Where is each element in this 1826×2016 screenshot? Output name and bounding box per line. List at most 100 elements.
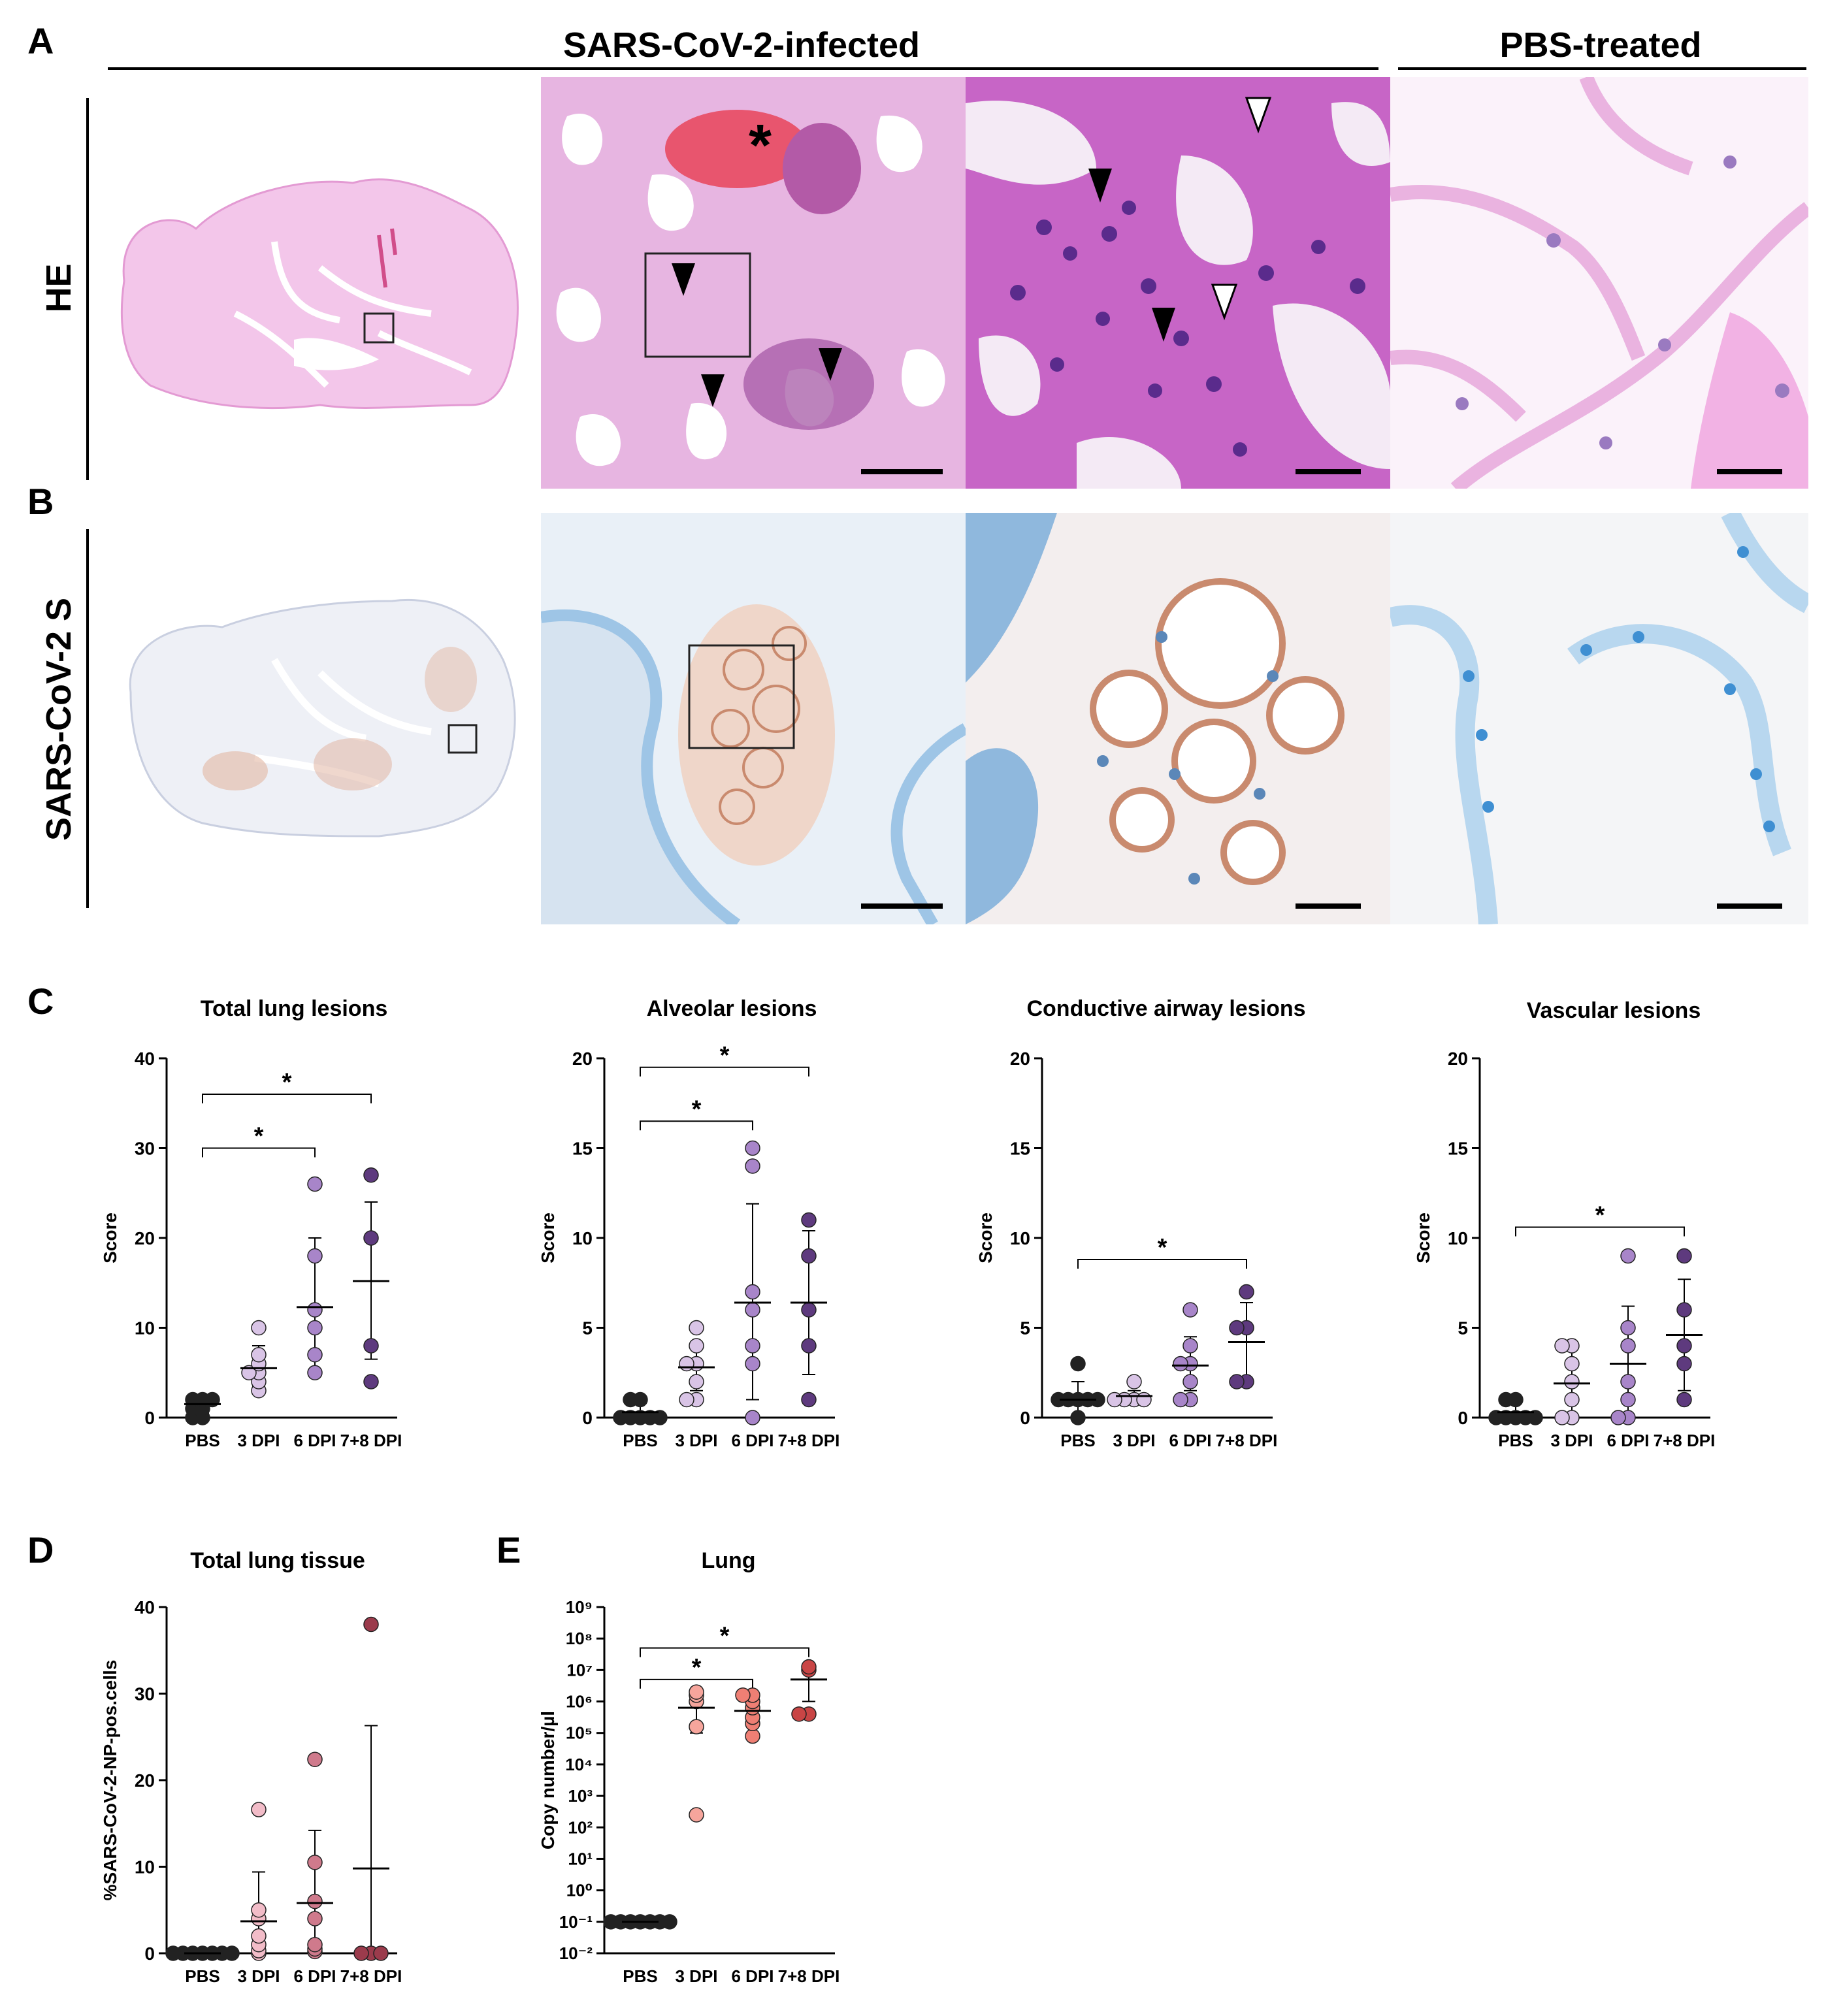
data-point xyxy=(1620,1338,1636,1354)
data-point xyxy=(745,1284,760,1300)
y-tick-label: 10⁵ xyxy=(566,1723,593,1743)
data-point xyxy=(679,1391,694,1408)
data-point xyxy=(689,1684,704,1700)
svg-text:*: * xyxy=(749,113,772,178)
data-point xyxy=(363,1230,379,1246)
panel-label-d: D xyxy=(27,1529,54,1570)
y-tick-label: 30 xyxy=(135,1139,155,1159)
x-tick-label: PBS xyxy=(185,1431,220,1450)
panel-label-b: B xyxy=(27,481,54,522)
header-infected: SARS-CoV-2-infected xyxy=(562,25,921,65)
y-axis-label: Score xyxy=(975,1212,996,1263)
significance-label: * xyxy=(692,1096,702,1123)
y-tick-label: 30 xyxy=(135,1684,155,1704)
x-tick-label: 3 DPI xyxy=(675,1966,717,1986)
data-point xyxy=(1676,1356,1692,1372)
y-tick-label: 10⁻² xyxy=(559,1943,593,1963)
data-point xyxy=(689,1338,704,1354)
y-tick-label: 5 xyxy=(582,1318,593,1339)
data-point xyxy=(689,1374,704,1390)
data-point xyxy=(1182,1338,1198,1354)
x-tick-label: 7+8 DPI xyxy=(1216,1431,1278,1450)
x-tick-label: PBS xyxy=(185,1966,220,1986)
spike-infected-medium-image xyxy=(541,513,966,924)
x-tick-label: PBS xyxy=(623,1431,657,1450)
y-tick-label: 10² xyxy=(568,1817,593,1837)
significance-label: * xyxy=(692,1654,702,1682)
significance-label: * xyxy=(282,1069,292,1096)
x-tick-label: 3 DPI xyxy=(237,1966,280,1986)
chart-vascular-lesions: 0 5 10 15 20 Score PBS 3 DPI 6 DPI 7+8 DPI * xyxy=(1413,1049,1716,1450)
x-tick-label: 6 DPI xyxy=(731,1966,774,1986)
data-point xyxy=(363,1167,379,1183)
significance-label: * xyxy=(720,1623,730,1650)
data-point xyxy=(307,1320,323,1336)
data-point xyxy=(1620,1374,1636,1390)
data-point xyxy=(801,1338,817,1354)
y-tick-label: 5 xyxy=(1458,1318,1468,1339)
data-point xyxy=(307,1347,323,1363)
x-tick-label: 6 DPI xyxy=(731,1431,774,1450)
y-tick-label: 10⁴ xyxy=(565,1755,593,1774)
data-point xyxy=(662,1914,677,1930)
data-point xyxy=(1610,1410,1626,1425)
chart-conductive-airway-lesions: 0 5 10 15 20 Score PBS 3 DPI 6 DPI 7+8 DPI * xyxy=(975,1049,1278,1450)
significance-bracket xyxy=(640,1066,809,1077)
y-tick-label: 10 xyxy=(135,1318,155,1339)
x-tick-label: 7+8 DPI xyxy=(340,1431,402,1450)
significance-bracket xyxy=(1077,1259,1247,1269)
x-tick-label: 7+8 DPI xyxy=(1654,1431,1716,1450)
data-point xyxy=(307,1248,323,1264)
significance-bracket xyxy=(1515,1226,1685,1237)
data-point xyxy=(679,1356,694,1372)
data-point xyxy=(1676,1302,1692,1318)
data-point xyxy=(363,1616,379,1633)
data-point xyxy=(745,1410,760,1425)
data-point xyxy=(745,1302,760,1318)
he-infected-high-image xyxy=(966,77,1390,489)
x-tick-label: 3 DPI xyxy=(237,1431,280,1450)
data-point xyxy=(1229,1374,1245,1390)
x-tick-label: 6 DPI xyxy=(1169,1431,1211,1450)
data-point xyxy=(363,1338,379,1354)
data-point xyxy=(1676,1338,1692,1354)
y-tick-label: 40 xyxy=(135,1597,155,1618)
data-point xyxy=(1070,1356,1086,1372)
significance-bracket xyxy=(640,1678,753,1689)
significance-label: * xyxy=(1595,1202,1605,1229)
y-tick-label: 10⁸ xyxy=(566,1629,593,1648)
y-tick-label: 0 xyxy=(1458,1408,1468,1428)
y-tick-label: 20 xyxy=(1010,1049,1030,1069)
data-point xyxy=(689,1719,704,1734)
data-point xyxy=(307,1751,323,1767)
data-point xyxy=(1564,1356,1580,1372)
chart-e-title: Lung xyxy=(701,1548,756,1573)
chart-total-lung-lesions: 0 10 20 30 40 Score PBS 3 DPI 6 DPI 7+8 DPI * * xyxy=(100,1049,402,1450)
chart-lung-copy-number: 10⁻² 10⁻¹ 10⁰ 10¹ 10² 10³ 10⁴ 10⁵ 10⁶ 10⁷ 10⁸ 10⁹ Co… xyxy=(538,1597,840,1986)
data-point xyxy=(1676,1391,1692,1408)
y-tick-label: 20 xyxy=(135,1228,155,1248)
significance-bracket xyxy=(202,1094,372,1103)
y-tick-label: 10⁶ xyxy=(566,1692,593,1712)
chart-d-title: Total lung tissue xyxy=(190,1548,365,1573)
y-tick-label: 10⁹ xyxy=(566,1597,593,1617)
x-tick-label: 6 DPI xyxy=(293,1431,336,1450)
data-point xyxy=(652,1410,668,1425)
data-point xyxy=(1229,1320,1245,1336)
row-label-spike: SARS-CoV-2 S xyxy=(39,597,78,841)
x-tick-label: PBS xyxy=(623,1966,657,1986)
data-point xyxy=(801,1659,817,1675)
data-point xyxy=(353,1945,369,1961)
data-point xyxy=(623,1391,638,1408)
data-point xyxy=(801,1302,817,1318)
data-point xyxy=(165,1945,181,1961)
data-point xyxy=(745,1356,760,1372)
significance-bracket xyxy=(640,1120,753,1131)
data-point xyxy=(1498,1391,1514,1408)
x-tick-label: 6 DPI xyxy=(1606,1431,1649,1450)
data-point xyxy=(603,1914,619,1930)
panel-label-a: A xyxy=(27,20,54,61)
data-point xyxy=(251,1347,267,1363)
row-rule-he xyxy=(86,98,89,480)
significance-label: * xyxy=(1158,1234,1167,1261)
